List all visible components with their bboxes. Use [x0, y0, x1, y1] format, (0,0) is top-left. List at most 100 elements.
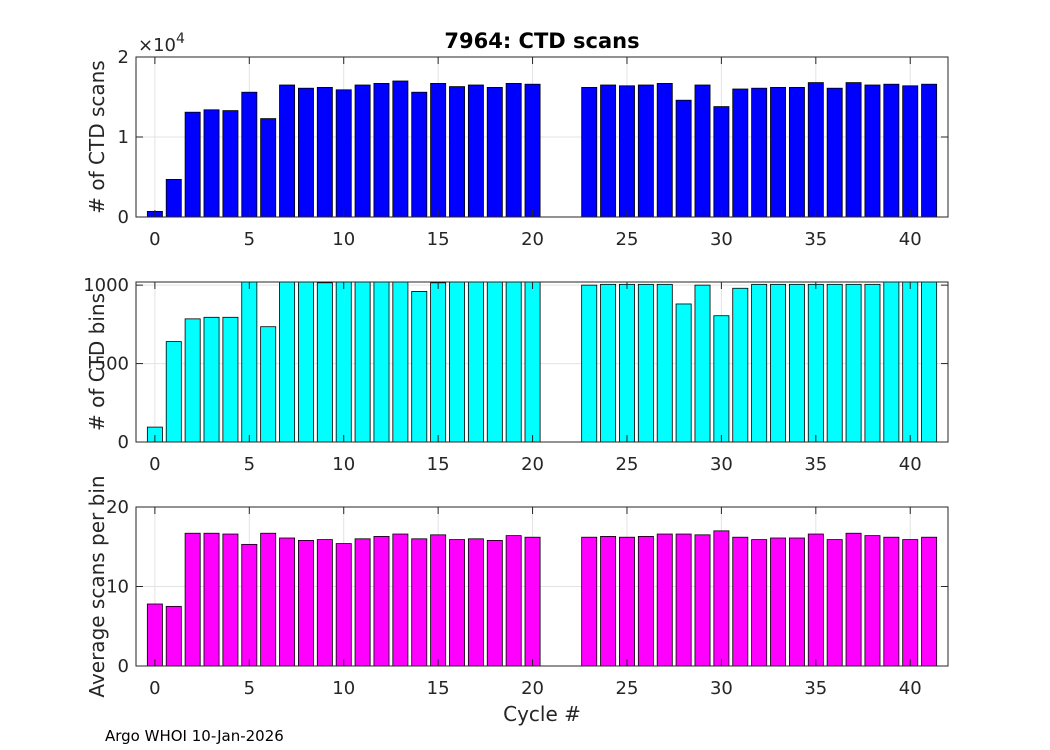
x-tick-label: 20 [521, 229, 544, 250]
bar-cycle-27 [656, 283, 673, 443]
x-tick-label: 15 [427, 454, 450, 475]
bar-cycle-9 [316, 87, 333, 218]
x-tick-label: 35 [804, 229, 827, 250]
y-tick-label: 0 [118, 656, 129, 677]
bar-cycle-6 [260, 118, 277, 218]
bar-cycle-10 [335, 543, 352, 667]
bar-cycle-33 [770, 283, 786, 443]
bar-cycle-25 [619, 536, 635, 667]
bar-cycle-5 [241, 281, 258, 443]
bar-cycle-36 [826, 283, 843, 443]
bar-cycle-1 [165, 605, 182, 667]
bar-cycle-16 [449, 281, 465, 443]
bar-cycle-28 [675, 533, 692, 667]
bar-cycle-2 [184, 532, 201, 667]
y-tick-label: 10 [106, 577, 129, 598]
bar-cycle-27 [656, 83, 673, 218]
bar-cycle-2 [184, 318, 201, 443]
bar-cycle-16 [449, 539, 465, 667]
x-tick-label: 30 [710, 229, 733, 250]
bar-cycle-19 [505, 281, 522, 443]
x-tick-label: 25 [616, 678, 639, 699]
x-tick-label: 0 [149, 229, 160, 250]
bar-cycle-31 [732, 536, 749, 667]
footer-text: Argo WHOI 10-Jan-2026 [105, 727, 284, 745]
bar-cycle-25 [619, 283, 635, 443]
y-tick-label: 500 [95, 354, 129, 375]
bar-cycle-15 [430, 282, 447, 443]
x-tick-label: 15 [427, 229, 450, 250]
bar-cycle-39 [883, 83, 900, 218]
bar-cycle-11 [354, 84, 371, 218]
x-tick-label: 20 [521, 454, 544, 475]
axes-background [136, 282, 948, 442]
bar-cycle-6 [260, 326, 277, 443]
x-tick-label: 0 [149, 454, 160, 475]
bar-cycle-18 [486, 281, 503, 443]
y-tick-label: 20 [106, 497, 129, 518]
bar-cycle-23 [581, 536, 598, 667]
bar-cycle-19 [505, 535, 522, 667]
y-axis-label: # of CTD scans [85, 60, 109, 213]
bar-cycle-18 [486, 87, 503, 218]
bar-cycle-37 [845, 283, 862, 443]
bar-cycle-32 [751, 87, 768, 218]
bar-cycle-20 [524, 536, 541, 667]
x-tick-label: 40 [899, 229, 922, 250]
bar-cycle-33 [770, 537, 786, 667]
bar-cycle-5 [241, 91, 258, 218]
x-tick-label: 10 [332, 229, 355, 250]
bar-cycle-15 [430, 534, 447, 667]
bar-cycle-34 [788, 283, 805, 443]
bar-cycle-11 [354, 281, 371, 443]
bar-cycle-6 [260, 532, 277, 667]
y-tick-label: 2 [118, 47, 129, 68]
bar-cycle-13 [392, 281, 409, 443]
x-tick-label: 5 [244, 678, 255, 699]
bar-cycle-32 [751, 283, 768, 443]
bar-cycle-36 [826, 539, 843, 667]
y-tick-label: 1000 [83, 275, 129, 296]
bar-cycle-14 [411, 291, 428, 443]
bar-cycle-25 [619, 85, 635, 218]
y-axis-exponent: ×104 [138, 31, 185, 56]
bar-cycle-12 [373, 83, 390, 218]
bar-cycle-9 [316, 282, 333, 443]
bar-cycle-23 [581, 284, 598, 443]
bar-cycle-4 [222, 110, 239, 218]
bar-cycle-5 [241, 543, 258, 667]
x-tick-label: 30 [710, 678, 733, 699]
x-axis-label: Cycle # [503, 702, 581, 726]
bar-cycle-39 [883, 281, 900, 443]
bar-cycle-3 [203, 316, 220, 443]
bar-cycle-41 [921, 281, 938, 443]
bar-cycle-17 [467, 84, 484, 218]
bar-cycle-11 [354, 538, 371, 667]
bar-cycle-24 [600, 84, 617, 218]
bar-cycle-41 [921, 83, 938, 218]
bar-cycle-33 [770, 87, 786, 218]
bar-cycle-14 [411, 91, 428, 218]
bar-cycle-29 [694, 284, 711, 443]
x-tick-label: 40 [899, 454, 922, 475]
bar-cycle-7 [279, 281, 296, 443]
y-tick-label: 0 [118, 432, 129, 453]
bar-cycle-29 [694, 534, 711, 667]
bar-cycle-37 [845, 532, 862, 667]
bar-cycle-8 [297, 281, 314, 443]
bar-cycle-30 [713, 530, 730, 667]
bar-cycle-24 [600, 283, 617, 443]
bar-cycle-18 [486, 539, 503, 667]
bar-cycle-3 [203, 532, 220, 667]
x-tick-label: 30 [710, 454, 733, 475]
x-tick-label: 10 [332, 678, 355, 699]
bar-cycle-12 [373, 536, 390, 667]
bar-cycle-31 [732, 287, 749, 443]
bar-cycle-7 [279, 537, 296, 667]
bar-cycle-12 [373, 281, 390, 443]
bar-cycle-30 [713, 315, 730, 443]
y-tick-label: 1 [118, 127, 129, 148]
bar-cycle-20 [524, 83, 541, 218]
